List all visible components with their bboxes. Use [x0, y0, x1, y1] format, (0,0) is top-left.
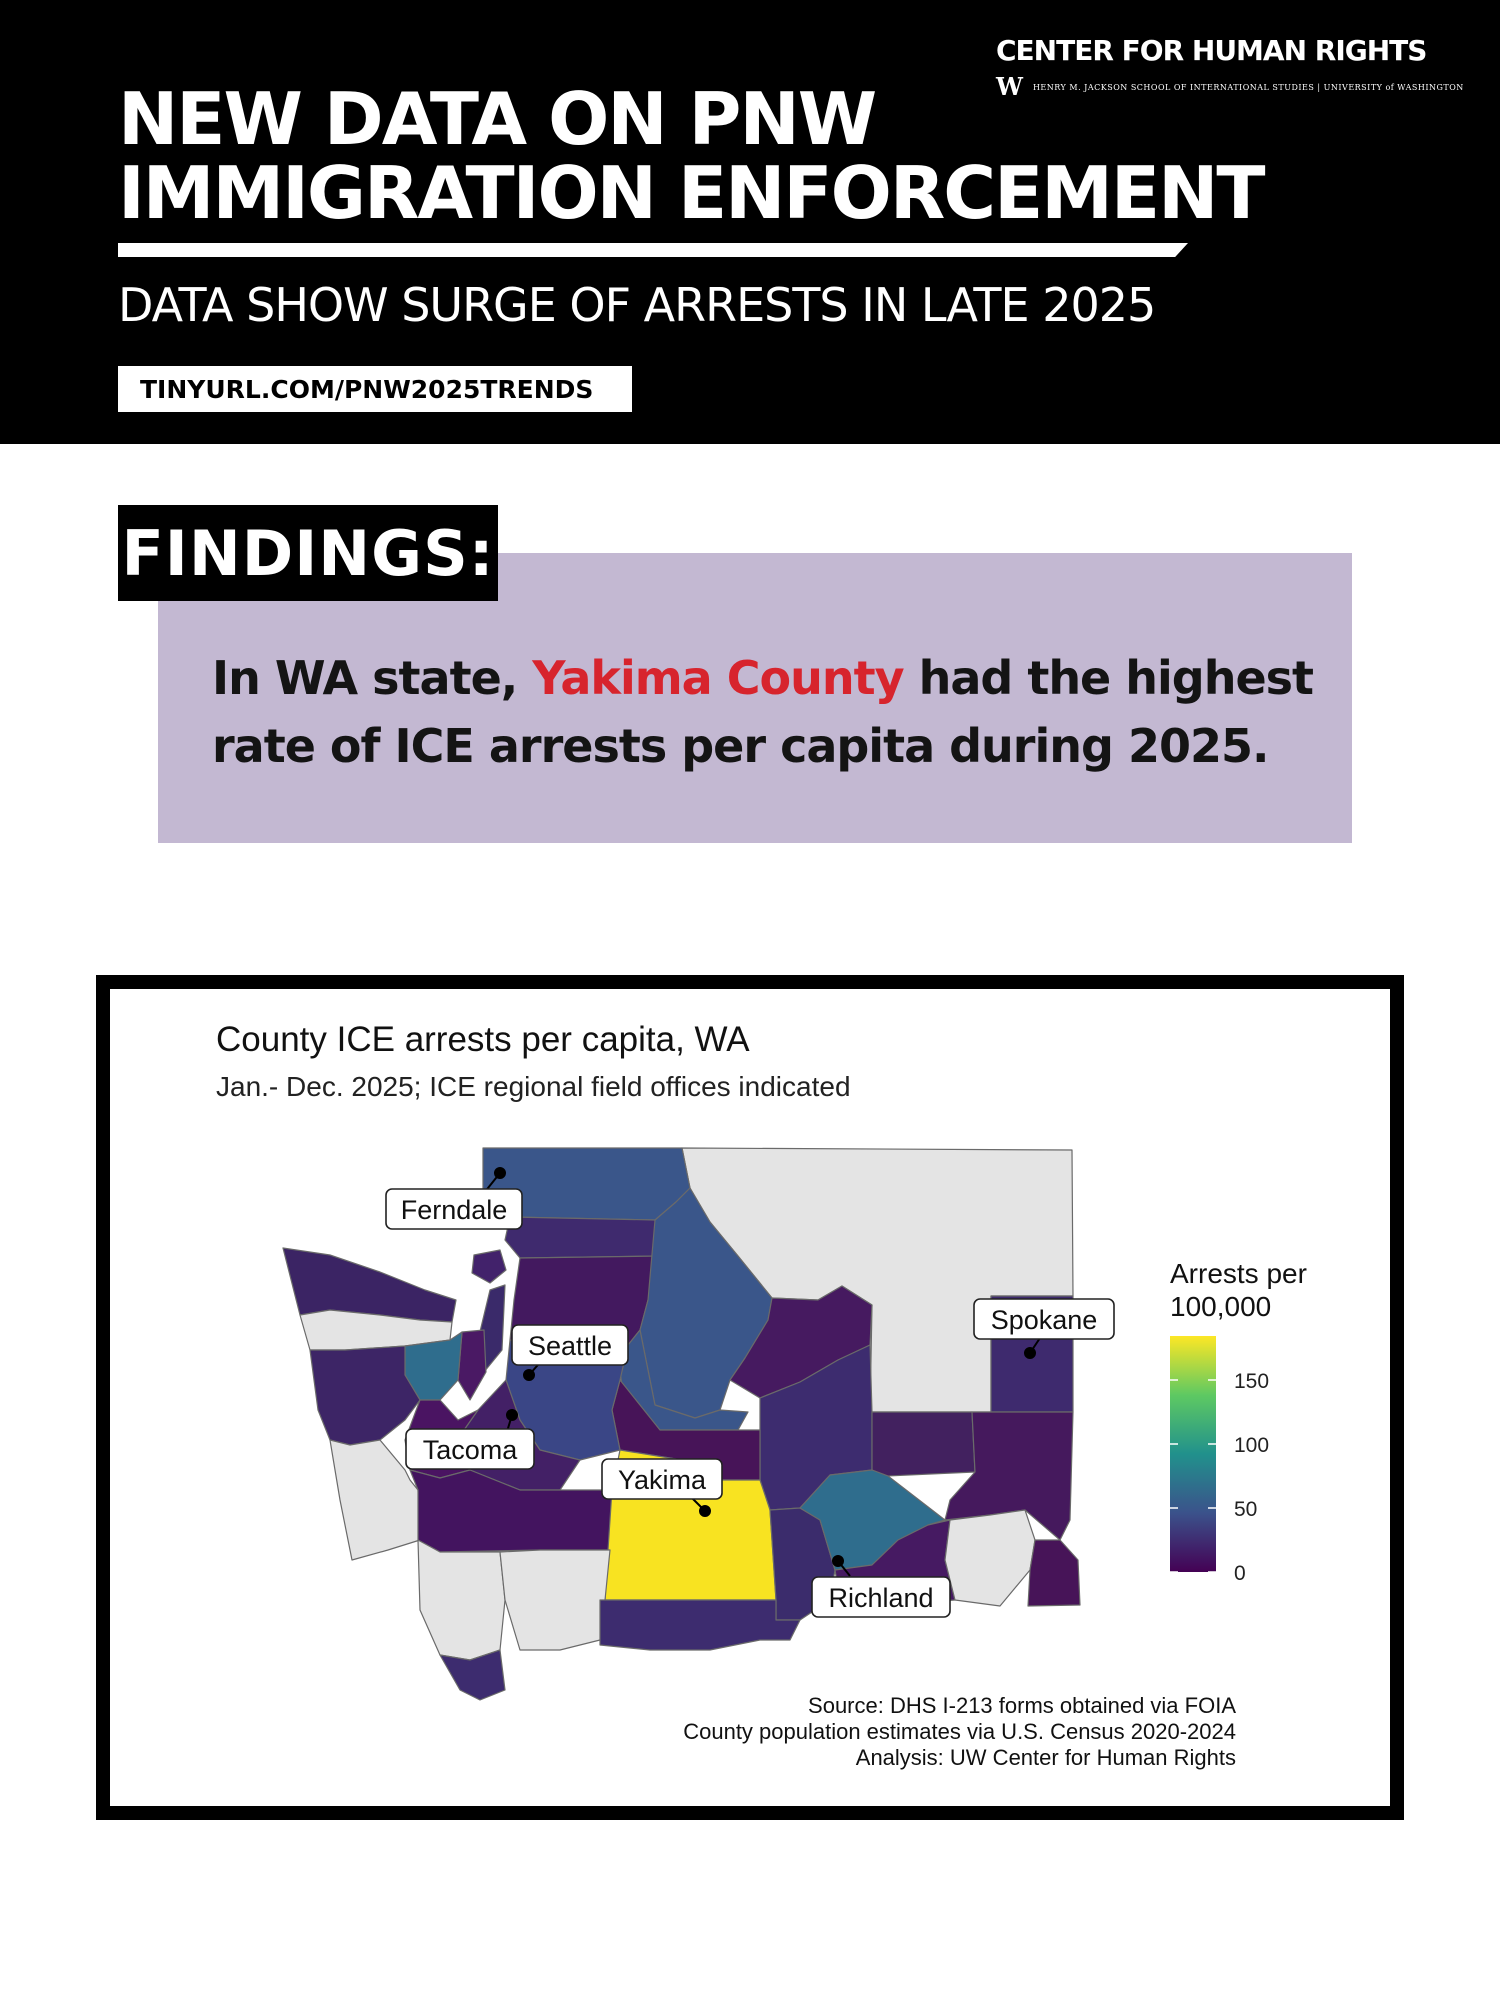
page-title: NEW DATA ON PNW IMMIGRATION ENFORCEMENT [118, 77, 1265, 235]
county-grays-harbor [309, 1345, 421, 1446]
county-adams [871, 1411, 976, 1477]
county-clark [439, 1649, 506, 1701]
spokane-marker [1024, 1347, 1036, 1359]
map-title: County ICE arrests per capita, WA [216, 1020, 750, 1059]
uw-logo-icon: W [996, 72, 1023, 101]
source-line-2: County population estimates via U.S. Cen… [683, 1719, 1236, 1744]
office-label-seattle: Seattle [528, 1331, 612, 1361]
org-name: CENTER FOR HUMAN RIGHTS [996, 34, 1427, 67]
source-line-3: Analysis: UW Center for Human Rights [855, 1745, 1236, 1770]
county-klickitat [599, 1599, 801, 1651]
url-link[interactable]: TINYURL.COM/PNW2025TRENDS [140, 374, 594, 404]
org-subline: HENRY M. JACKSON SCHOOL OF INTERNATIONAL… [1032, 82, 1464, 92]
richland-marker [832, 1555, 844, 1567]
findings-label: FINDINGS: [118, 505, 498, 601]
legend-tick-0: 0 [1234, 1562, 1246, 1585]
office-label-tacoma: Tacoma [423, 1435, 519, 1465]
map-source-note: Source: DHS I-213 forms obtained via FOI… [683, 1693, 1236, 1771]
tacoma-marker [506, 1409, 518, 1421]
finding-text-start: In WA state, [212, 651, 533, 705]
org-logo-block: CENTER FOR HUMAN RIGHTS W HENRY M. JACKS… [996, 34, 1463, 101]
office-label-richland: Richland [828, 1583, 933, 1613]
office-label-spokane: Spokane [991, 1305, 1098, 1335]
county-asotin [1027, 1539, 1081, 1607]
header-banner: CENTER FOR HUMAN RIGHTS W HENRY M. JACKS… [0, 0, 1500, 444]
legend-title-line-1: Arrests per [1170, 1258, 1307, 1289]
county-san-juan [471, 1249, 507, 1284]
county-garfield-columbia [944, 1509, 1036, 1607]
legend-title: Arrests per 100,000 [1170, 1257, 1307, 1323]
findings-box [158, 553, 1352, 843]
yakima-marker [699, 1505, 711, 1517]
county-clallam [282, 1247, 457, 1323]
county-skamania [499, 1549, 611, 1651]
title-divider [118, 243, 1188, 257]
finding-text-end: had the highest rate of ICE arrests per … [212, 651, 1314, 773]
legend-colorbar [1170, 1336, 1216, 1572]
county-kitsap [457, 1329, 487, 1401]
legend-title-line-2: 100,000 [1170, 1291, 1272, 1322]
url-badge[interactable]: TINYURL.COM/PNW2025TRENDS [118, 366, 632, 412]
legend-tick-50: 50 [1234, 1498, 1257, 1521]
legend-tick-150: 150 [1234, 1370, 1269, 1393]
office-label-ferndale: Ferndale [401, 1195, 508, 1225]
seattle-marker [523, 1369, 535, 1381]
finding-highlight: Yakima County [532, 651, 904, 705]
map-subtitle: Jan.- Dec. 2025; ICE regional field offi… [216, 1071, 851, 1102]
title-line-1: NEW DATA ON PNW [118, 77, 877, 161]
county-cowlitz [417, 1539, 506, 1661]
county-skagit [504, 1216, 661, 1259]
finding-statement: In WA state, Yakima County had the highe… [212, 644, 1322, 780]
source-line-1: Source: DHS I-213 forms obtained via FOI… [808, 1693, 1236, 1718]
ferndale-marker [494, 1167, 506, 1179]
page-subtitle: DATA SHOW SURGE OF ARRESTS IN LATE 2025 [118, 278, 1156, 332]
org-subline-row: W HENRY M. JACKSON SCHOOL OF INTERNATION… [996, 72, 1463, 101]
title-line-2: IMMIGRATION ENFORCEMENT [118, 151, 1265, 235]
office-label-yakima: Yakima [618, 1465, 707, 1495]
legend-tick-100: 100 [1234, 1434, 1269, 1457]
